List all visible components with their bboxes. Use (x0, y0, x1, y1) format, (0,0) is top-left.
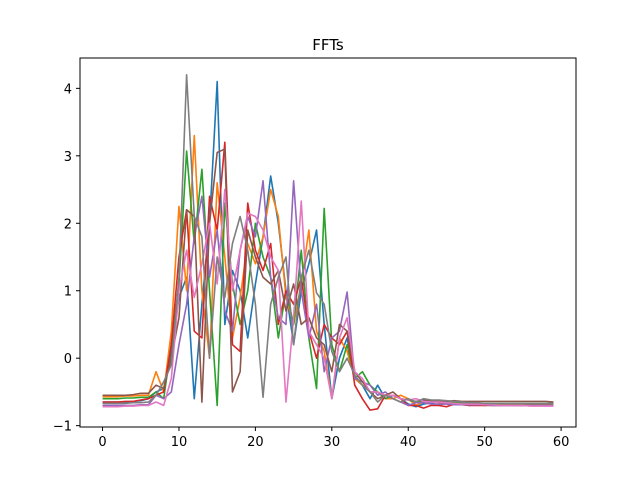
x-tick-label: 10 (171, 435, 188, 450)
series-layer (102, 74, 554, 411)
y-tick-label: 4 (64, 82, 72, 97)
chart-title: FFTs (312, 36, 344, 54)
y-tick-label: −1 (53, 420, 72, 435)
axes-layer: 0 10 20 30 40 50 60 −1 0 1 2 3 4 (53, 57, 577, 450)
y-tick-label: 2 (64, 217, 72, 232)
x-tick-label: 0 (98, 435, 106, 450)
series-line-5 (102, 148, 554, 403)
x-tick-label: 20 (247, 435, 264, 450)
x-tick-label: 30 (324, 435, 341, 450)
y-tick-label: 3 (64, 150, 72, 165)
series-line-7 (102, 74, 554, 405)
y-tick-label: 0 (64, 352, 72, 367)
x-tick-label: 60 (553, 435, 570, 450)
x-tick-label: 50 (476, 435, 493, 450)
y-tick-label: 1 (64, 285, 72, 300)
x-tick-label: 40 (400, 435, 417, 450)
plot-frame (79, 57, 577, 428)
series-line-6 (102, 188, 554, 408)
